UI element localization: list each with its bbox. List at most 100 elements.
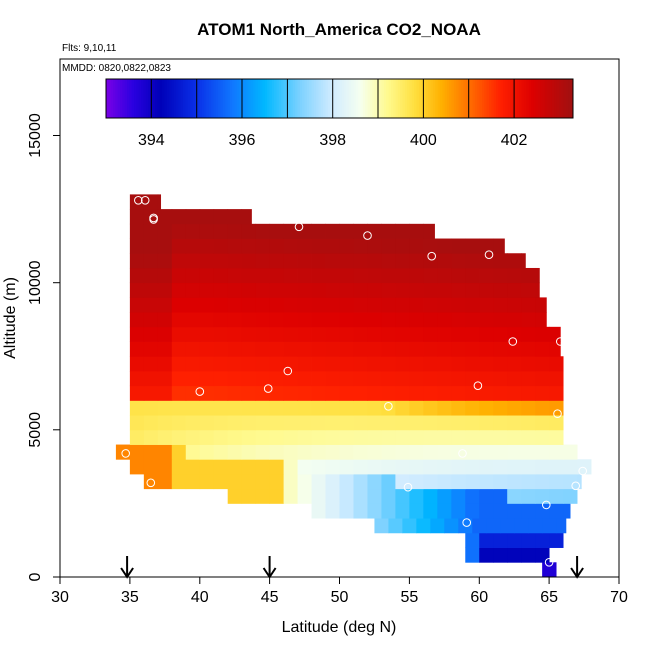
heatmap-cell bbox=[493, 341, 508, 357]
heatmap-cell bbox=[521, 444, 536, 460]
colorbar-frame bbox=[105, 78, 574, 119]
heatmap-cell bbox=[521, 370, 536, 387]
heatmap-cell bbox=[367, 312, 382, 328]
heatmap-cell bbox=[325, 488, 340, 504]
heatmap-cell bbox=[171, 267, 187, 284]
heatmap-cell bbox=[241, 209, 252, 225]
colorbar-swatch bbox=[148, 79, 151, 118]
heatmap-cell bbox=[402, 518, 417, 534]
heatmap-cell bbox=[493, 415, 508, 431]
heatmap-cell bbox=[129, 459, 145, 475]
heatmap-cell bbox=[213, 209, 229, 225]
heatmap-cell bbox=[381, 385, 396, 401]
heatmap-cell bbox=[241, 415, 257, 431]
colorbar-swatch bbox=[131, 79, 135, 118]
sample-points bbox=[121, 196, 588, 567]
heatmap-cell bbox=[227, 253, 243, 269]
heatmap-cell bbox=[479, 444, 494, 460]
heatmap-cell bbox=[409, 356, 424, 372]
colorbar-swatch bbox=[502, 79, 506, 118]
heatmap-cell bbox=[409, 326, 424, 342]
heatmap-cell bbox=[269, 459, 285, 475]
heatmap-cell bbox=[381, 267, 396, 284]
heatmap-cell bbox=[185, 459, 201, 475]
heatmap-cell bbox=[311, 400, 326, 416]
colorbar-swatch bbox=[393, 79, 397, 118]
colorbar-swatch bbox=[500, 79, 504, 118]
colorbar-swatch bbox=[414, 79, 418, 118]
heatmap-cell bbox=[185, 282, 201, 298]
heatmap-cell bbox=[451, 415, 466, 431]
heatmap-cell bbox=[269, 341, 285, 357]
colorbar-swatch bbox=[346, 79, 350, 118]
sample-point bbox=[578, 466, 588, 476]
heatmap-cell bbox=[367, 223, 382, 239]
heatmap-cell bbox=[542, 518, 557, 534]
heatmap-cell bbox=[423, 341, 438, 357]
colorbar-swatch bbox=[192, 79, 196, 118]
colorbar-swatch bbox=[449, 79, 453, 118]
heatmap-cell bbox=[283, 385, 298, 401]
heatmap-cell bbox=[423, 282, 438, 298]
heatmap-cell bbox=[269, 356, 285, 372]
heatmap-cell bbox=[465, 488, 480, 504]
heatmap-cell bbox=[339, 312, 354, 328]
heatmap-cell bbox=[339, 503, 354, 519]
heatmap-cell bbox=[556, 518, 567, 534]
heatmap-cell bbox=[535, 385, 550, 401]
heatmap-cell bbox=[395, 488, 410, 504]
heatmap-cell bbox=[507, 444, 522, 460]
colorbar-swatch bbox=[327, 79, 331, 118]
heatmap-cell bbox=[493, 267, 508, 284]
heatmap-cell bbox=[451, 238, 466, 254]
heatmap-cell bbox=[437, 238, 452, 254]
heatmap-cell bbox=[353, 459, 368, 475]
heatmap-cell bbox=[535, 370, 550, 387]
heatmap-cell bbox=[465, 326, 480, 342]
sample-point bbox=[363, 231, 372, 240]
heatmap-cell bbox=[325, 400, 340, 416]
heatmap-cell bbox=[255, 400, 271, 416]
colorbar-swatch bbox=[339, 79, 343, 118]
heatmap-cell bbox=[171, 297, 187, 313]
heatmap-cell bbox=[507, 370, 522, 387]
heatmap-cell bbox=[381, 282, 396, 298]
heatmap-cell bbox=[241, 356, 257, 372]
heatmap-cell bbox=[297, 341, 312, 357]
heatmap-cell bbox=[353, 473, 368, 490]
heatmap-cell bbox=[521, 341, 536, 357]
heatmap-cell bbox=[451, 473, 466, 490]
heatmap-cell bbox=[171, 370, 187, 387]
heatmap-cell bbox=[269, 326, 285, 342]
colorbar-swatch bbox=[330, 79, 333, 118]
colorbar-swatch bbox=[220, 79, 224, 118]
heatmap-cell bbox=[171, 326, 187, 342]
heatmap-cell bbox=[549, 415, 564, 431]
heatmap-cell bbox=[213, 297, 229, 313]
heatmap-cell bbox=[507, 282, 522, 298]
heatmap-cell bbox=[451, 326, 466, 342]
colorbar-swatch bbox=[369, 79, 373, 118]
heatmap-cell bbox=[283, 341, 298, 357]
heatmap-cell bbox=[479, 238, 494, 254]
heatmap-cell bbox=[241, 341, 257, 357]
sample-point bbox=[403, 482, 413, 492]
heatmap-cell bbox=[157, 238, 173, 254]
heatmap-cell bbox=[297, 312, 312, 328]
sample-point bbox=[140, 196, 150, 205]
sample-point bbox=[427, 251, 437, 261]
heatmap-cell bbox=[129, 297, 145, 313]
heatmap-cell bbox=[535, 400, 550, 416]
sample-point bbox=[556, 337, 565, 346]
heatmap-cell bbox=[423, 429, 438, 445]
heatmap-cell bbox=[521, 459, 536, 475]
sample-point bbox=[149, 215, 158, 224]
heatmap-cell bbox=[339, 488, 354, 504]
colorbar-swatch bbox=[190, 79, 193, 118]
sample-point bbox=[571, 481, 581, 491]
heatmap-cell bbox=[388, 518, 403, 534]
heatmap-cell bbox=[255, 253, 271, 269]
heatmap-cell bbox=[535, 547, 550, 563]
heatmap-cell bbox=[479, 356, 494, 372]
heatmap-cell bbox=[367, 488, 382, 504]
